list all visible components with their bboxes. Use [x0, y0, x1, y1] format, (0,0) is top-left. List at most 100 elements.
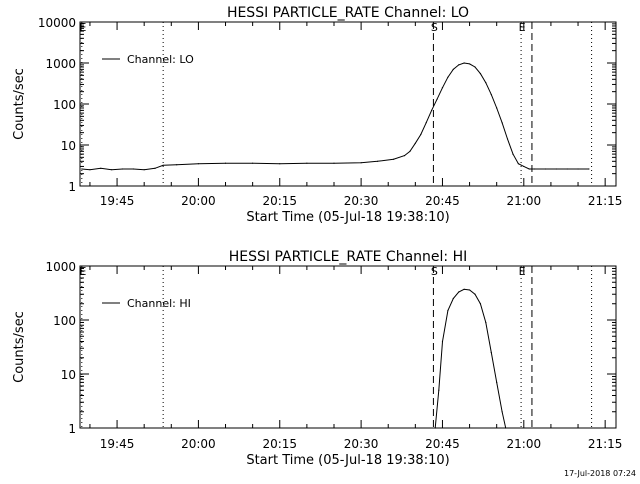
panel-1-data-point	[89, 169, 90, 170]
panel-1-data-point	[122, 168, 123, 169]
footer-timestamp: 17-Jul-2018 07:24	[564, 469, 636, 478]
panel-2-y-tick-label: 1000	[45, 260, 76, 274]
panel-2-x-tick-label: 20:30	[344, 437, 379, 451]
panel-1-data-point	[279, 163, 280, 164]
panel-2-data-point	[480, 303, 481, 304]
panel-1-chart-title: HESSI PARTICLE_RATE Channel: LO	[227, 5, 469, 21]
panel-1-x-tick-label: 20:45	[425, 194, 460, 208]
panel-1-data-point	[534, 168, 535, 169]
panel-2-data-point	[435, 427, 436, 428]
panel-1-data-point	[442, 87, 443, 88]
panel-1-data-point	[480, 73, 481, 74]
panel-1-data-point	[447, 77, 448, 78]
panel-1-x-tick-label: 21:15	[588, 194, 623, 208]
panel-1-data-point	[409, 151, 410, 152]
panel-1-data-point	[377, 161, 378, 162]
panel-1-data-point	[545, 168, 546, 169]
panel-1-legend-label: Channel: LO	[127, 53, 194, 66]
panel-1-data-point	[577, 168, 578, 169]
panel-1-data-point	[458, 64, 459, 65]
panel-2-y-tick-label: 1	[68, 422, 76, 436]
panel-1-data-point	[420, 134, 421, 135]
panel-2-chart-title: HESSI PARTICLE_RATE Channel: HI	[229, 249, 467, 265]
panel-1-x-tick-label: 20:15	[262, 194, 297, 208]
panel-1-data-point	[512, 153, 513, 154]
panel-2-plot-frame	[80, 266, 616, 428]
panel-1-x-axis-label: Start Time (05-Jul-18 19:38:10)	[246, 210, 449, 225]
panel-1-data-point	[111, 169, 112, 170]
panel-1-data-point	[485, 82, 486, 83]
panel-2-data-point	[496, 382, 497, 383]
panel-2-x-tick-label: 19:45	[100, 437, 135, 451]
panel-2-legend-label: Channel: HI	[127, 297, 191, 310]
panel-1-data-point	[306, 163, 307, 164]
panel-1-y-tick-label: 10	[61, 139, 76, 153]
panel-1-plot-frame	[80, 22, 616, 186]
panel-1-data-point	[176, 164, 177, 165]
panel-1-data-point	[529, 168, 530, 169]
panel-1-data-point	[496, 107, 497, 108]
panel-1-data-point	[453, 69, 454, 70]
panel-2-data-point	[438, 390, 439, 391]
panel-2-data-point	[453, 298, 454, 299]
panel-2-data-point	[469, 289, 470, 290]
panel-2-x-tick-label: 21:00	[507, 437, 542, 451]
panel-1-data-point	[415, 143, 416, 144]
panel-1-y-tick-label: 100	[53, 98, 76, 112]
panel-1-data-point	[198, 163, 199, 164]
panel-1-data-point	[225, 163, 226, 164]
panel-2-data-point	[458, 291, 459, 292]
panel-1-data-point	[163, 165, 164, 166]
panel-2-x-tick-label: 20:45	[425, 437, 460, 451]
panel-1-x-tick-label: 21:00	[507, 194, 542, 208]
panel-1-x-tick-label: 20:00	[181, 194, 216, 208]
panel-2-y-tick-label: 10	[61, 368, 76, 382]
panel-1-x-tick-label: 19:45	[100, 194, 135, 208]
panel-1-data-point	[464, 62, 465, 63]
panel-1-data-point	[523, 166, 524, 167]
panel-1-marker-label: E	[519, 21, 526, 34]
panel-2-x-axis-label: Start Time (05-Jul-18 19:38:10)	[246, 453, 449, 468]
panel-1-data-point	[567, 168, 568, 169]
panel-1-data-point	[431, 110, 432, 111]
panel-1-data-point	[100, 168, 101, 169]
panel-2-marker-label: E	[79, 265, 86, 278]
panel-2-data-point	[502, 411, 503, 412]
panel-1-data-point	[556, 168, 557, 169]
panel-1-data-point	[491, 94, 492, 95]
panel-1-data-point	[333, 163, 334, 164]
panel-2-series-line	[435, 289, 506, 428]
panel-2-data-point	[447, 310, 448, 311]
panel-1-marker-label: E	[79, 21, 86, 34]
panel-2-marker-label: S	[431, 265, 438, 278]
panel-2-x-tick-label: 20:15	[262, 437, 297, 451]
panel-2-y-tick-label: 100	[53, 314, 76, 328]
panel-2-data-point	[474, 294, 475, 295]
panel-1-data-point	[502, 122, 503, 123]
panel-1-data-point	[393, 159, 394, 160]
panel-1-data-point	[474, 66, 475, 67]
panel-2-data-point	[464, 289, 465, 290]
panel-1-y-axis-label: Counts/sec	[12, 68, 27, 140]
panel-2-data-point	[442, 341, 443, 342]
panel-1-data-point	[133, 168, 134, 169]
panel-2-marker-label: E	[519, 265, 526, 278]
panel-1-data-point	[507, 138, 508, 139]
panel-1-data-point	[81, 168, 82, 169]
panel-1-data-point	[361, 162, 362, 163]
panel-2-x-tick-label: 21:15	[588, 437, 623, 451]
panel-1-y-tick-label: 1	[68, 180, 76, 194]
panel-1-data-point	[252, 163, 253, 164]
panel-1-x-tick-label: 20:30	[344, 194, 379, 208]
panel-1-y-tick-label: 1000	[45, 57, 76, 71]
panel-1-data-point	[436, 99, 437, 100]
panel-2-x-tick-label: 20:00	[181, 437, 216, 451]
panel-1-data-point	[469, 63, 470, 64]
panel-2-data-point	[485, 322, 486, 323]
panel-1-data-point	[154, 168, 155, 169]
panel-1-y-tick-label: 10000	[38, 16, 76, 30]
panel-1-data-point	[426, 122, 427, 123]
panel-1-data-point	[404, 155, 405, 156]
